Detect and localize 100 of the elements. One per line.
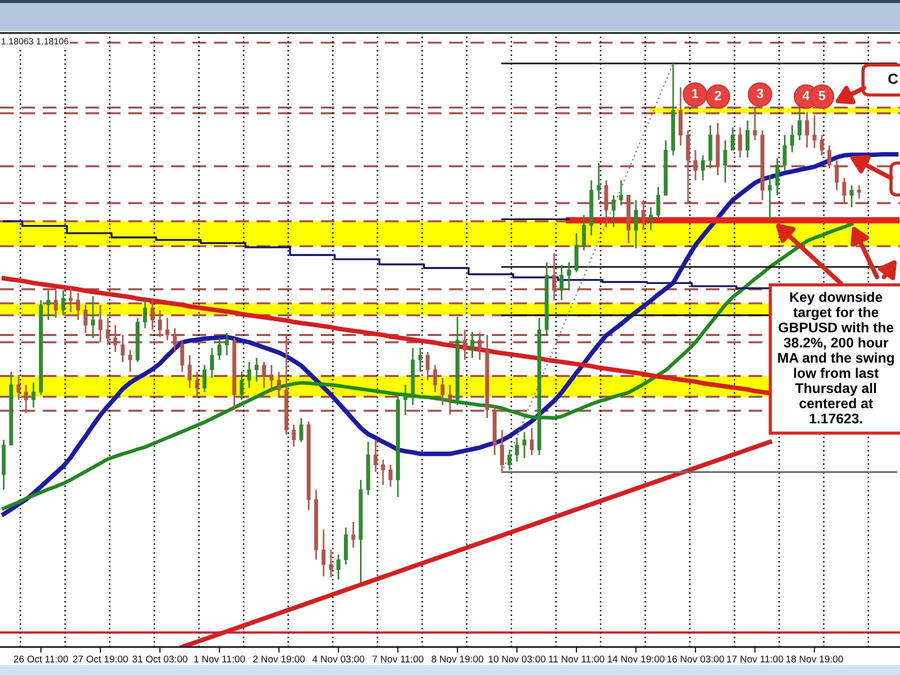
annotation: 5	[818, 91, 826, 100]
candlestick	[418, 347, 422, 373]
x-tick-label: 4 Nov 03:00	[312, 656, 364, 662]
candlestick	[768, 174, 772, 221]
candlestick	[514, 437, 519, 462]
candlestick	[857, 184, 862, 200]
candlestick	[798, 106, 802, 142]
candlestick	[448, 384, 452, 416]
candlestick	[433, 364, 438, 393]
candlestick	[76, 292, 80, 321]
candlestick	[381, 458, 386, 486]
x-tick-label: 2 Nov 19:00	[253, 656, 305, 662]
candlestick	[210, 347, 214, 379]
candlestick	[820, 134, 824, 156]
candlestick	[16, 374, 21, 401]
x-tick-label: 16 Nov 03:00	[667, 656, 724, 662]
candlestick	[217, 337, 222, 361]
candlestick	[98, 304, 102, 344]
candlestick	[850, 184, 854, 208]
candlestick	[694, 149, 698, 182]
candlestick	[292, 424, 296, 448]
candlestick	[388, 464, 392, 488]
annotation: C	[888, 74, 898, 84]
x-tick-label: 18 Nov 19:00	[786, 656, 843, 662]
candlestick	[790, 124, 794, 153]
candlestick	[158, 309, 162, 338]
candlestick	[113, 324, 118, 353]
candlestick	[106, 317, 110, 346]
x-tick-label: 10 Nov 03:00	[488, 656, 546, 662]
candlestick	[648, 206, 653, 231]
x-tick-label: 11 Nov 11:00	[548, 656, 604, 662]
candlestick	[641, 199, 646, 231]
candlestick	[730, 126, 735, 151]
candlestick	[172, 327, 177, 353]
annotation: 1	[692, 88, 698, 98]
candlestick	[188, 354, 192, 389]
candlestick	[500, 429, 504, 473]
candlestick	[775, 158, 780, 196]
text: 1.18063 1.18106	[2, 38, 68, 44]
candlestick	[120, 334, 125, 363]
candlestick	[619, 179, 624, 206]
candlestick	[61, 290, 66, 316]
candlestick	[180, 339, 184, 373]
candlestick	[508, 448, 512, 471]
candlestick	[612, 194, 616, 228]
candlestick	[46, 290, 50, 321]
candlestick	[150, 297, 154, 331]
candlestick	[530, 427, 534, 456]
candlestick	[247, 361, 252, 389]
candlestick	[462, 329, 467, 361]
candlestick	[827, 144, 832, 170]
candlestick	[32, 382, 36, 408]
candlestick	[54, 290, 58, 319]
candlestick	[403, 384, 408, 416]
candlestick	[128, 349, 132, 373]
candlestick	[270, 364, 274, 393]
x-tick-label: 17 Nov 11:00	[727, 656, 784, 662]
candlestick	[351, 521, 356, 549]
candlestick	[165, 317, 170, 341]
candlestick	[834, 160, 839, 191]
candlestick	[753, 106, 757, 142]
candlestick	[68, 286, 73, 313]
candlestick	[336, 554, 340, 580]
candlestick	[195, 371, 200, 398]
candlestick	[240, 371, 244, 401]
candlestick	[299, 417, 304, 443]
candlestick	[254, 357, 259, 382]
candlestick	[478, 332, 482, 361]
candlestick	[596, 162, 601, 201]
candlestick	[143, 299, 147, 329]
candlestick	[746, 120, 750, 158]
x-tick-label: 14 Nov 19:00	[608, 656, 664, 662]
candlestick	[202, 364, 206, 393]
candlestick	[812, 114, 816, 149]
text: Key downside target for the GBPUSD with the 38.2%, 200 hour MA and the swing low from last Thursday all centered at 1.17623.	[778, 292, 894, 424]
x-tick-label: 7 Nov 11:00	[372, 656, 424, 662]
candlestick	[582, 214, 586, 252]
candlestick	[91, 295, 95, 339]
x-tick-label: 26 Oct 11:00	[14, 656, 68, 662]
candlestick	[552, 252, 556, 301]
candlestick	[426, 351, 430, 381]
candlestick	[262, 361, 266, 389]
candlestick	[567, 262, 571, 292]
annotation: 2	[714, 90, 722, 100]
x-tick-label: 8 Nov 19:00	[432, 656, 484, 662]
candlestick	[84, 304, 88, 334]
candlestick	[805, 111, 809, 148]
candlestick	[723, 140, 728, 184]
x-tick-label: 27 Oct 19:00	[73, 656, 128, 662]
x-tick-label: 31 Oct 03:00	[132, 656, 188, 662]
candlestick	[224, 332, 229, 356]
candlestick	[656, 186, 660, 219]
candlestick	[738, 126, 742, 158]
candlestick	[322, 528, 326, 578]
candlestick	[634, 199, 638, 250]
annotation: 4	[802, 91, 810, 100]
annotation: 3	[756, 88, 764, 98]
candlestick	[329, 549, 333, 578]
candlestick	[700, 154, 705, 182]
candlestick	[276, 371, 281, 399]
